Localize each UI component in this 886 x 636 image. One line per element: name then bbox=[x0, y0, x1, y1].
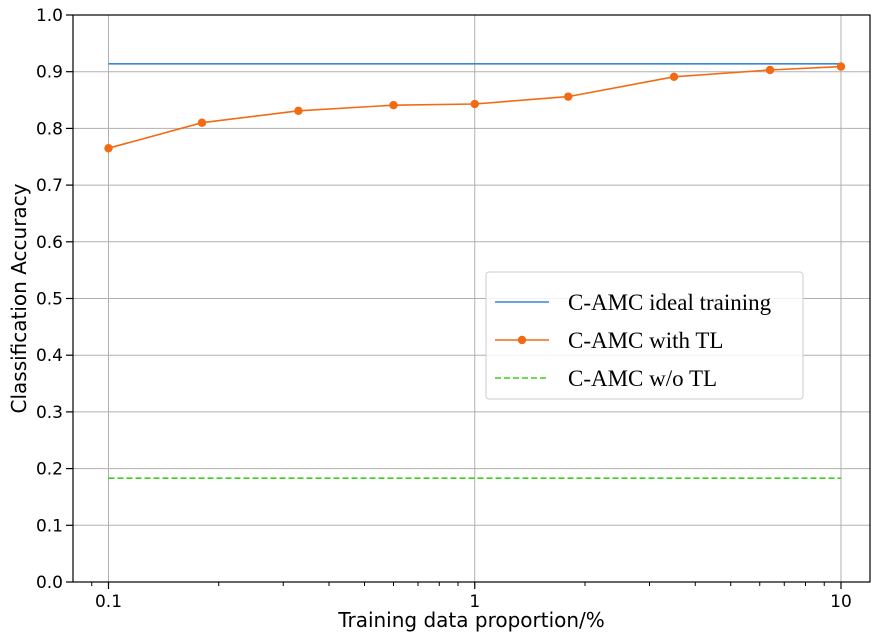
y-tick-label: 0.5 bbox=[36, 290, 63, 310]
x-axis-label: Training data proportion/% bbox=[337, 608, 605, 632]
y-tick-label: 0.9 bbox=[36, 63, 63, 83]
axis-ticks: 0.1 1 10 0.0 0.1 0.2 0.3 0.4 0.5 0.6 0.7 0.8 0.9 1.0 bbox=[36, 6, 852, 612]
data-point bbox=[765, 65, 775, 75]
legend-label-3: C-AMC w/o TL bbox=[568, 366, 717, 391]
series-layer bbox=[104, 62, 846, 480]
x-tick-label: 10 bbox=[830, 592, 852, 612]
data-point bbox=[669, 72, 679, 82]
legend-marker bbox=[517, 335, 527, 345]
y-tick-label: 1.0 bbox=[36, 6, 63, 26]
y-tick-label: 0.2 bbox=[36, 460, 63, 480]
y-tick-label: 0.6 bbox=[36, 233, 63, 253]
y-tick-label: 0.4 bbox=[36, 346, 63, 366]
legend: C-AMC ideal training C-AMC with TL C-AMC w… bbox=[485, 271, 804, 400]
y-axis-label: Classification Accuracy bbox=[7, 183, 31, 413]
y-tick-label: 0.8 bbox=[36, 119, 63, 139]
data-point bbox=[294, 106, 303, 116]
data-point bbox=[564, 92, 573, 101]
data-point bbox=[470, 99, 479, 109]
y-tick-label: 0.0 bbox=[36, 573, 63, 593]
y-tick-label: 0.3 bbox=[36, 403, 63, 423]
legend-label-2: C-AMC with TL bbox=[568, 328, 723, 353]
legend-box bbox=[485, 271, 804, 400]
data-point bbox=[197, 118, 207, 127]
data-point bbox=[389, 100, 398, 110]
x-tick-label: 0.1 bbox=[95, 592, 122, 612]
data-point bbox=[104, 144, 113, 153]
y-tick-label: 0.1 bbox=[36, 516, 63, 536]
y-tick-label: 0.7 bbox=[36, 176, 63, 196]
legend-label-1: C-AMC ideal training bbox=[568, 290, 772, 315]
data-point bbox=[836, 62, 846, 71]
x-tick-label: 1 bbox=[469, 592, 480, 612]
